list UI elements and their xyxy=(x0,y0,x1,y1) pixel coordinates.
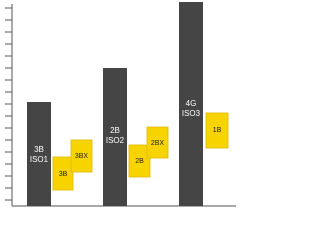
bar xyxy=(27,102,51,206)
tag-label: 2BX xyxy=(151,140,165,147)
bar-label: 2B xyxy=(110,126,120,135)
page: 3B ISO1 3B 3BX 2B ISO2 2B 2BX 4G ISO3 1B… xyxy=(5,2,236,207)
bar-label: ISO1 xyxy=(30,155,49,164)
bar-label: 3B xyxy=(34,145,44,154)
tag-box xyxy=(70,139,93,173)
bar-label: ISO2 xyxy=(106,136,125,145)
diagram: 3B ISO1 3B 3BX 2B ISO2 2B 2BX 4G ISO3 1B xyxy=(5,2,236,207)
tag-box xyxy=(128,144,151,178)
bar xyxy=(103,68,127,206)
tag-box xyxy=(146,126,169,159)
bar-label: ISO3 xyxy=(182,109,201,118)
tag-label: 2B xyxy=(135,158,144,165)
tag-box xyxy=(205,112,229,149)
tag-label: 1B xyxy=(213,127,222,134)
bar-label: 4G xyxy=(186,99,197,108)
bar xyxy=(179,2,203,206)
tag-box xyxy=(52,156,74,191)
tag-label: 3B xyxy=(59,171,68,178)
tag-label: 3BX xyxy=(75,153,89,160)
